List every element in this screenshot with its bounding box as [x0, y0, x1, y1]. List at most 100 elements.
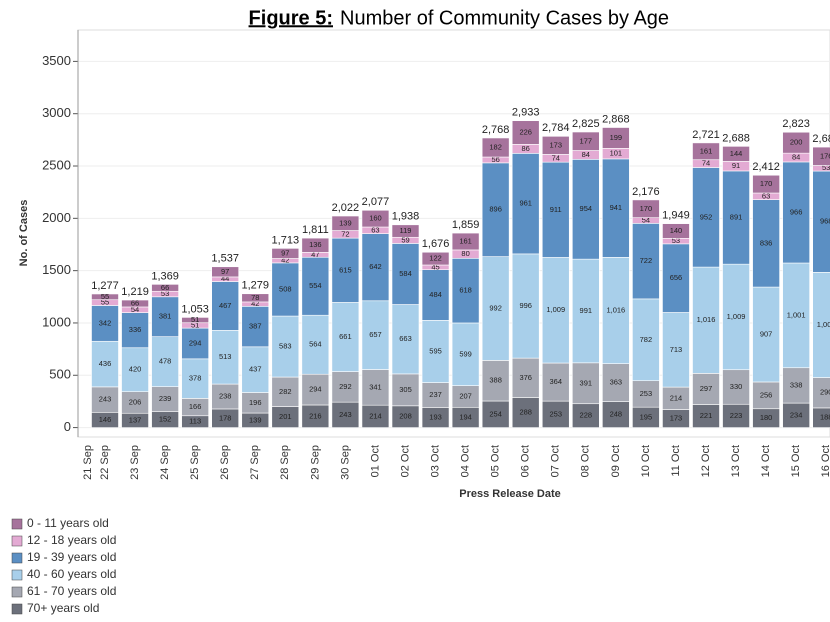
- bar-segment: [181, 317, 209, 324]
- segment-label: 177: [580, 136, 593, 145]
- total-label: 2,176: [632, 186, 660, 198]
- segment-label: 388: [489, 376, 502, 385]
- bar-segment: [361, 300, 390, 370]
- x-tick-label: 23 Sep: [129, 445, 141, 480]
- segment-label: 292: [339, 382, 352, 391]
- segment-label: 952: [700, 212, 713, 221]
- segment-label: 207: [459, 391, 472, 400]
- bar-segment: [361, 209, 390, 228]
- bar-segment: [782, 262, 810, 369]
- segment-label: 161: [700, 146, 713, 155]
- segment-label: 657: [369, 330, 382, 339]
- segment-label: 139: [249, 415, 262, 424]
- bar-segment: [451, 232, 480, 251]
- bar-segment: [692, 167, 720, 268]
- segment-label: 139: [339, 218, 352, 227]
- bar-segment: [451, 322, 480, 386]
- legend-label: 70+ years old: [27, 601, 99, 615]
- segment-label: 966: [790, 207, 803, 216]
- segment-label: 484: [429, 290, 442, 299]
- segment-label: 200: [790, 138, 803, 147]
- segment-label: 188: [820, 413, 830, 422]
- bar-segment: [391, 243, 420, 305]
- bar-segment: [782, 131, 810, 154]
- segment-label: 166: [189, 402, 202, 411]
- segment-label: 1,016: [697, 315, 716, 324]
- segment-label: 146: [99, 415, 112, 424]
- segment-label: 221: [700, 411, 713, 420]
- segment-label: 782: [640, 335, 653, 344]
- segment-label: 294: [309, 385, 322, 394]
- segment-label: 55: [101, 292, 109, 301]
- bar-segment: [632, 199, 660, 219]
- x-tick-label: 21 Sep: [82, 445, 94, 480]
- legend-label: 0 - 11 years old: [27, 516, 109, 530]
- y-tick-label: 0: [64, 419, 71, 434]
- segment-label: 305: [399, 385, 412, 394]
- y-tick-label: 2500: [42, 157, 71, 172]
- segment-label: 214: [670, 393, 683, 402]
- title-prefix: Figure 5:: [249, 7, 333, 29]
- segment-label: 253: [640, 389, 653, 398]
- x-tick-label: 30 Sep: [339, 445, 351, 480]
- y-tick-label: 3000: [42, 105, 71, 120]
- segment-label: 1,001: [787, 310, 806, 319]
- segment-label: 101: [610, 149, 623, 158]
- segment-label: 618: [459, 286, 472, 295]
- segment-label: 119: [400, 226, 412, 235]
- segment-label: 656: [670, 273, 683, 282]
- x-tick-label: 03 Oct: [429, 445, 441, 477]
- segment-label: 113: [189, 417, 201, 426]
- segment-label: 78: [251, 293, 259, 302]
- segment-label: 378: [189, 374, 202, 383]
- bar-segment: [722, 146, 750, 162]
- bar-segment: [181, 327, 209, 360]
- bar-segment: [722, 369, 750, 405]
- segment-label: 196: [249, 398, 262, 407]
- segment-label: 234: [790, 410, 803, 419]
- segment-label: 467: [219, 301, 232, 310]
- segment-label: 80: [461, 249, 469, 258]
- x-tick-label: 15 Oct: [790, 445, 802, 477]
- segment-label: 216: [309, 411, 322, 420]
- segment-label: 86: [522, 144, 530, 153]
- segment-label: 42: [281, 256, 289, 265]
- y-tick-label: 500: [49, 367, 71, 382]
- chart-title: Number of Community Cases by Age: [340, 7, 669, 29]
- segment-label: 193: [429, 412, 442, 421]
- segment-label: 63: [762, 191, 770, 200]
- segment-label: 195: [640, 412, 653, 421]
- bar-segment: [271, 262, 300, 317]
- bar-segment: [752, 174, 780, 194]
- segment-label: 253: [549, 409, 562, 418]
- segment-label: 297: [700, 384, 713, 393]
- total-label: 2,768: [482, 124, 510, 136]
- bar-segment: [451, 257, 480, 324]
- bar-segment: [241, 346, 270, 393]
- segment-label: 223: [730, 411, 743, 420]
- x-tick-label: 11 Oct: [670, 445, 682, 477]
- bar-segment: [361, 233, 390, 302]
- segment-label: 228: [580, 411, 593, 420]
- bar-segment: [331, 237, 360, 303]
- segment-label: 836: [760, 238, 773, 247]
- segment-label: 72: [341, 229, 349, 238]
- bar-segment: [331, 215, 360, 231]
- segment-label: 54: [131, 305, 139, 314]
- segment-label: 53: [822, 163, 830, 172]
- bar-segment: [91, 386, 119, 413]
- bar-segment: [481, 162, 510, 257]
- total-label: 2,933: [512, 107, 540, 119]
- bar-segment: [151, 386, 179, 412]
- segment-label: 911: [550, 205, 562, 214]
- segment-label: 513: [219, 352, 232, 361]
- legend-label: 12 - 18 years old: [27, 533, 116, 547]
- x-tick-label: 05 Oct: [490, 445, 502, 477]
- segment-label: 137: [129, 415, 142, 424]
- bar-segment: [541, 161, 570, 258]
- segment-label: 182: [489, 142, 502, 151]
- x-tick-label: 29 Sep: [309, 445, 321, 480]
- segment-label: 194: [459, 412, 472, 421]
- bar-segment: [211, 266, 239, 278]
- segment-label: 239: [159, 394, 172, 403]
